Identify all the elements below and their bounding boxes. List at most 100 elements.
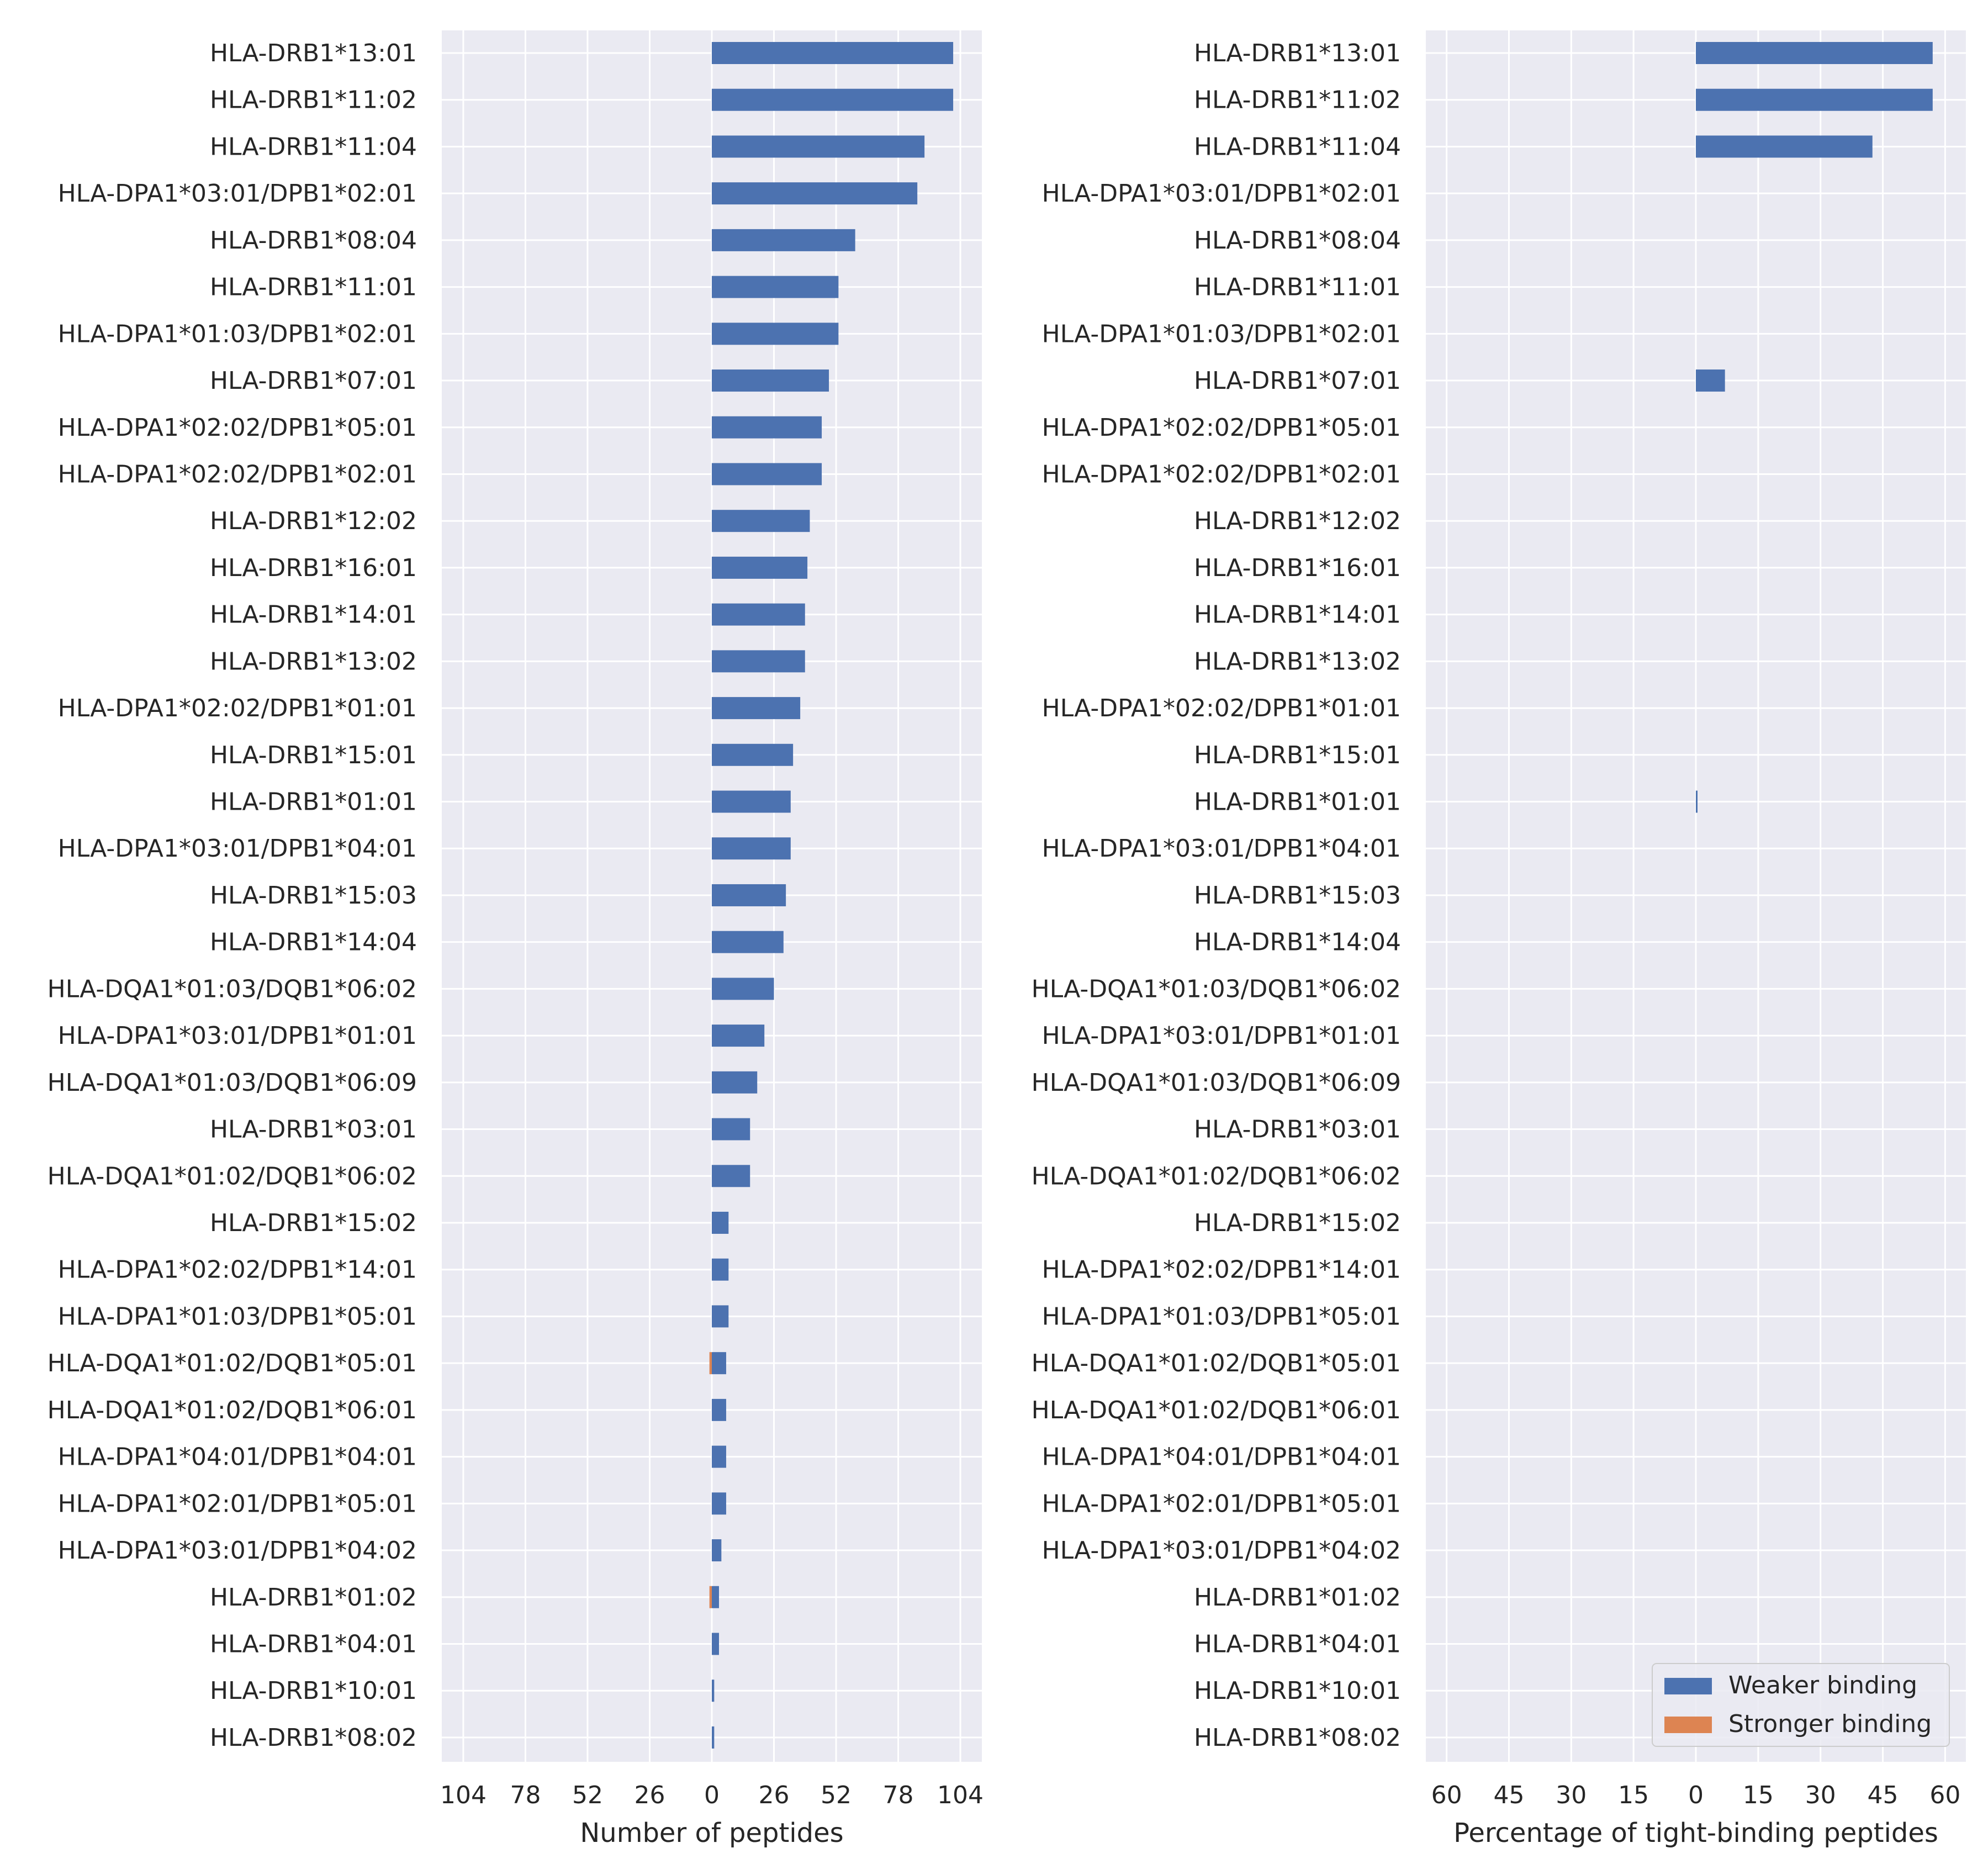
- bar-weaker: [712, 42, 954, 64]
- y-tick-label: HLA-DRB1*14:01: [210, 601, 417, 629]
- x-axis-label: Number of peptides: [580, 1818, 843, 1849]
- bar-weaker: [1696, 42, 1933, 64]
- y-tick-label: HLA-DRB1*10:01: [210, 1677, 417, 1705]
- bar-weaker: [712, 182, 918, 205]
- y-tick-label: HLA-DRB1*08:04: [1194, 226, 1401, 255]
- x-tick-label: 0: [704, 1781, 720, 1809]
- bar-weaker: [1696, 369, 1725, 392]
- legend-label: Weaker binding: [1728, 1671, 1917, 1699]
- y-tick-label: HLA-DQA1*01:02/DQB1*06:02: [1032, 1162, 1401, 1190]
- y-tick-label: HLA-DPA1*04:01/DPB1*04:01: [1042, 1443, 1401, 1471]
- y-tick-label: HLA-DRB1*01:01: [1194, 788, 1401, 816]
- y-tick-label: HLA-DRB1*12:02: [1194, 507, 1401, 535]
- y-tick-label: HLA-DQA1*01:02/DQB1*05:01: [1032, 1349, 1401, 1377]
- y-tick-label: HLA-DPA1*01:03/DPB1*02:01: [1042, 320, 1401, 348]
- legend-box: [1652, 1663, 1950, 1747]
- legend-label: Stronger binding: [1728, 1710, 1932, 1738]
- legend-swatch: [1664, 1678, 1712, 1694]
- y-tick-label: HLA-DPA1*03:01/DPB1*04:01: [58, 835, 417, 863]
- bar-weaker: [712, 790, 791, 813]
- x-axis-label: Percentage of tight-binding peptides: [1453, 1818, 1938, 1849]
- y-tick-label: HLA-DRB1*04:01: [1194, 1630, 1401, 1658]
- y-tick-label: HLA-DQA1*01:03/DQB1*06:09: [47, 1069, 417, 1097]
- bar-weaker: [712, 1025, 765, 1047]
- y-tick-label: HLA-DRB1*15:03: [210, 881, 417, 910]
- bar-weaker: [712, 1726, 715, 1749]
- y-tick-label: HLA-DRB1*01:01: [210, 788, 417, 816]
- y-tick-label: HLA-DPA1*03:01/DPB1*02:01: [58, 179, 417, 208]
- bar-weaker: [712, 1305, 729, 1328]
- y-tick-label: HLA-DQA1*01:02/DQB1*06:01: [1032, 1396, 1401, 1424]
- y-tick-label: HLA-DRB1*08:02: [210, 1724, 417, 1752]
- bar-weaker: [712, 510, 810, 532]
- bar-weaker: [1696, 88, 1933, 111]
- y-tick-label: HLA-DRB1*07:01: [1194, 367, 1401, 395]
- y-tick-label: HLA-DRB1*04:01: [210, 1630, 417, 1658]
- bar-weaker: [712, 743, 794, 766]
- y-tick-label: HLA-DPA1*02:02/DPB1*02:01: [58, 460, 417, 488]
- y-tick-label: HLA-DPA1*01:03/DPB1*05:01: [1042, 1302, 1401, 1330]
- y-tick-label: HLA-DRB1*11:02: [210, 86, 417, 114]
- y-tick-label: HLA-DRB1*11:02: [1194, 86, 1401, 114]
- x-tick-label: 30: [1556, 1781, 1587, 1809]
- y-tick-label: HLA-DPA1*01:03/DPB1*05:01: [58, 1302, 417, 1330]
- y-tick-label: HLA-DRB1*03:01: [210, 1116, 417, 1144]
- y-tick-label: HLA-DRB1*12:02: [210, 507, 417, 535]
- y-tick-label: HLA-DRB1*13:02: [1194, 647, 1401, 675]
- y-tick-label: HLA-DRB1*03:01: [1194, 1116, 1401, 1144]
- x-tick-label: 78: [510, 1781, 541, 1809]
- bar-weaker: [712, 884, 786, 906]
- y-tick-label: HLA-DRB1*11:04: [1194, 133, 1401, 161]
- x-tick-label: 15: [1618, 1781, 1649, 1809]
- y-tick-label: HLA-DRB1*01:02: [210, 1583, 417, 1612]
- bar-weaker: [712, 1352, 726, 1375]
- bar-weaker: [712, 369, 829, 392]
- x-tick-label: 52: [821, 1781, 852, 1809]
- y-tick-label: HLA-DPA1*02:01/DPB1*05:01: [1042, 1490, 1401, 1518]
- x-tick-label: 52: [572, 1781, 603, 1809]
- y-tick-label: HLA-DPA1*03:01/DPB1*01:01: [58, 1022, 417, 1050]
- y-tick-label: HLA-DRB1*08:02: [1194, 1724, 1401, 1752]
- y-tick-label: HLA-DRB1*15:02: [1194, 1209, 1401, 1237]
- y-tick-label: HLA-DRB1*10:01: [1194, 1677, 1401, 1705]
- y-tick-label: HLA-DPA1*03:01/DPB1*01:01: [1042, 1022, 1401, 1050]
- y-tick-label: HLA-DPA1*03:01/DPB1*04:02: [1042, 1536, 1401, 1565]
- y-tick-label: HLA-DQA1*01:03/DQB1*06:02: [1032, 975, 1401, 1003]
- y-tick-label: HLA-DPA1*02:02/DPB1*05:01: [1042, 414, 1401, 442]
- y-tick-label: HLA-DRB1*14:01: [1194, 601, 1401, 629]
- y-tick-label: HLA-DPA1*03:01/DPB1*04:01: [1042, 835, 1401, 863]
- x-tick-label: 0: [1688, 1781, 1704, 1809]
- bar-weaker: [712, 1492, 726, 1515]
- bar-weaker: [712, 1071, 758, 1094]
- y-tick-label: HLA-DRB1*15:01: [210, 741, 417, 769]
- y-tick-label: HLA-DRB1*15:02: [210, 1209, 417, 1237]
- bar-weaker: [712, 603, 805, 626]
- y-tick-label: HLA-DRB1*14:04: [210, 928, 417, 957]
- y-tick-label: HLA-DRB1*13:01: [210, 39, 417, 67]
- bar-weaker: [712, 1445, 726, 1468]
- bar-weaker: [712, 416, 822, 439]
- bar-stronger: [709, 1352, 712, 1375]
- bar-weaker: [712, 1258, 729, 1281]
- y-tick-label: HLA-DRB1*14:04: [1194, 928, 1401, 957]
- bar-weaker: [712, 1398, 726, 1421]
- x-tick-label: 15: [1743, 1781, 1774, 1809]
- x-tick-label: 78: [883, 1781, 914, 1809]
- x-tick-label: 30: [1805, 1781, 1836, 1809]
- bar-weaker: [712, 463, 822, 485]
- y-tick-label: HLA-DPA1*02:02/DPB1*01:01: [58, 694, 417, 722]
- y-tick-label: HLA-DPA1*02:02/DPB1*14:01: [58, 1256, 417, 1284]
- bar-weaker: [712, 1539, 722, 1562]
- chart-panel-2: HLA-DRB1*13:01 HLA-DRB1*11:02 HLA-DRB1*11:…: [1032, 30, 1966, 1849]
- y-tick-label: HLA-DQA1*01:02/DQB1*05:01: [47, 1349, 417, 1377]
- bar-stronger: [709, 1586, 712, 1608]
- bar-weaker: [712, 931, 784, 953]
- y-tick-label: HLA-DRB1*16:01: [210, 554, 417, 582]
- y-tick-label: HLA-DPA1*04:01/DPB1*04:01: [58, 1443, 417, 1471]
- y-tick-label: HLA-DRB1*11:01: [210, 273, 417, 302]
- bar-weaker: [712, 1118, 750, 1140]
- y-tick-label: HLA-DQA1*01:03/DQB1*06:09: [1032, 1069, 1401, 1097]
- y-tick-label: HLA-DQA1*01:03/DQB1*06:02: [47, 975, 417, 1003]
- y-tick-label: HLA-DQA1*01:02/DQB1*06:02: [47, 1162, 417, 1190]
